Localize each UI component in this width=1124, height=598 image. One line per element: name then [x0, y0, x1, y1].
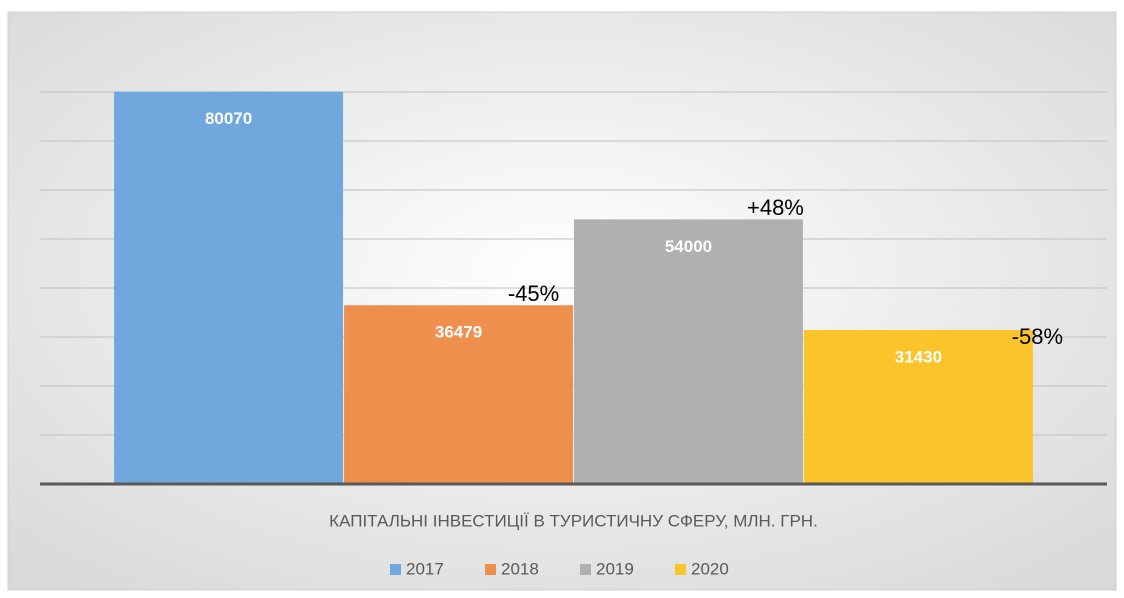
change-annotation: +48%: [747, 195, 804, 220]
legend-label: 2020: [691, 559, 729, 578]
value-label: 31430: [895, 347, 942, 366]
value-label: 80070: [205, 109, 252, 128]
change-annotation: -45%: [508, 281, 559, 306]
legend-label: 2019: [596, 559, 634, 578]
legend-label: 2018: [501, 559, 539, 578]
value-label: 36479: [435, 323, 482, 342]
bar: [574, 219, 803, 484]
legend-swatch: [485, 564, 496, 575]
legend-swatch: [675, 564, 686, 575]
bar: [344, 305, 573, 484]
change-annotation: -58%: [1012, 324, 1063, 349]
value-label: 54000: [665, 237, 712, 256]
legend-label: 2017: [406, 559, 444, 578]
legend-swatch: [580, 564, 591, 575]
legend-swatch: [390, 564, 401, 575]
x-tick-label: КАПІТАЛЬНІ ІНВЕСТИЦІЇ В ТУРИСТИЧНУ СФЕРУ…: [329, 511, 818, 530]
bar: [803, 329, 1033, 484]
bar: [114, 91, 344, 485]
